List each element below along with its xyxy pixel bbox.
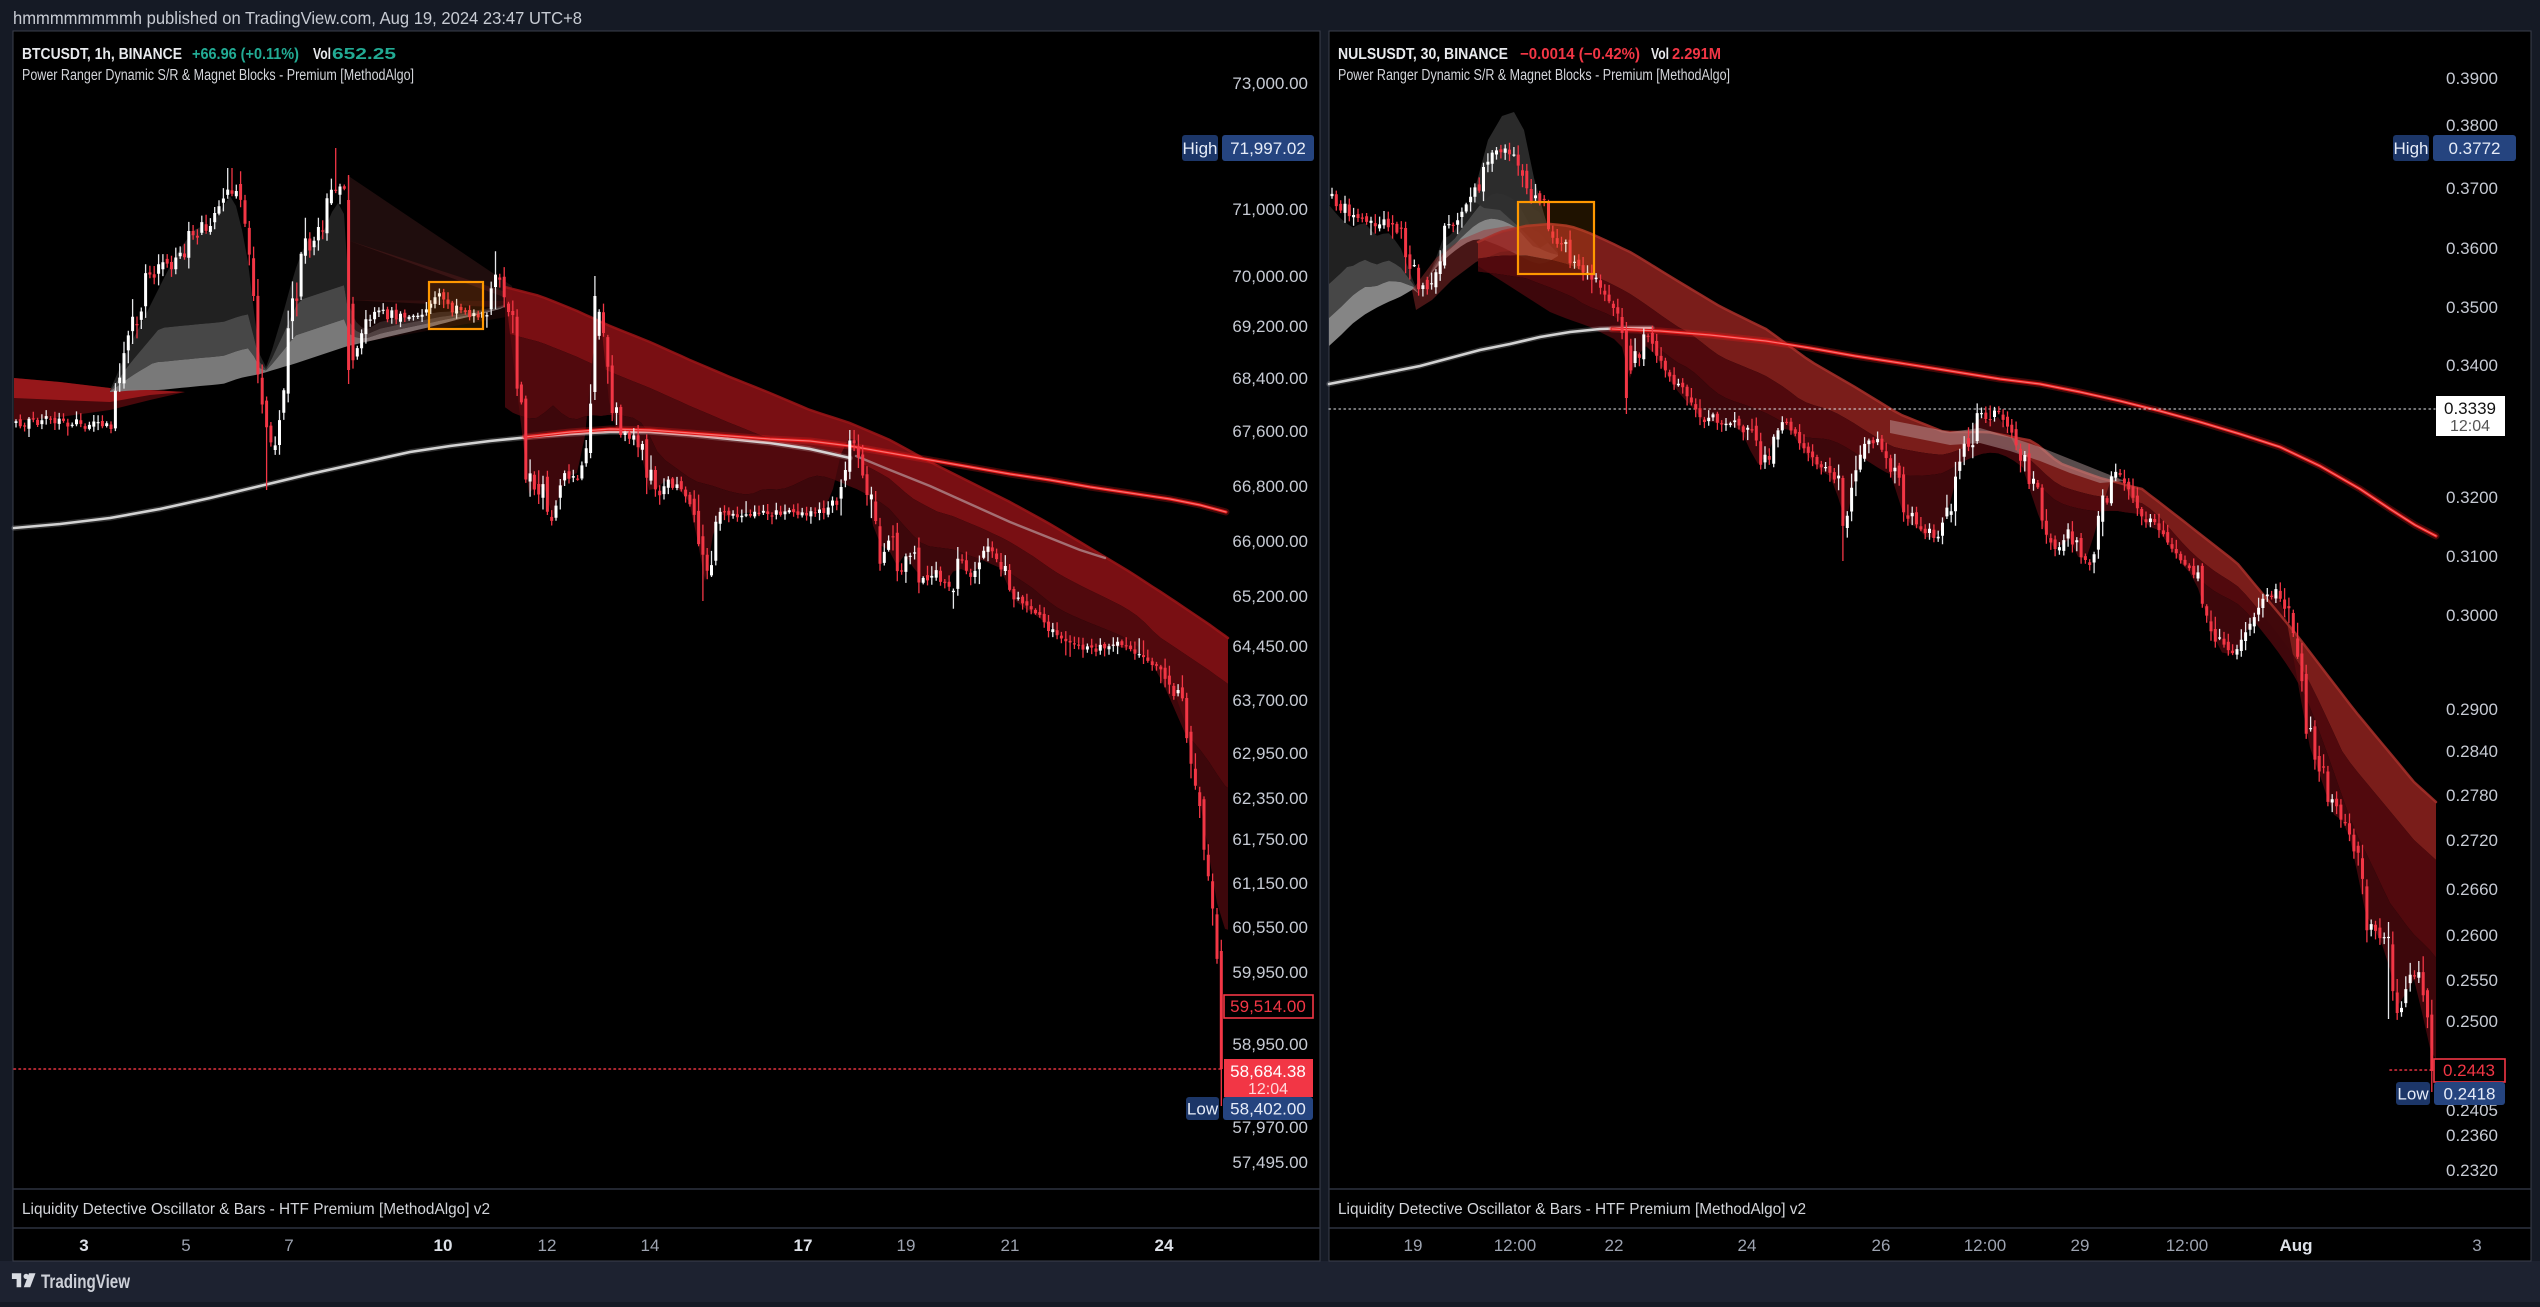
svg-text:0.3700: 0.3700	[2446, 179, 2498, 198]
svg-text:68,400.00: 68,400.00	[1232, 369, 1308, 388]
svg-text:24: 24	[1738, 1236, 1757, 1255]
svg-text:5: 5	[181, 1236, 190, 1255]
svg-text:Vol: Vol	[1651, 46, 1669, 63]
svg-text:17: 17	[794, 1236, 813, 1255]
svg-text:70,000.00: 70,000.00	[1232, 267, 1308, 286]
svg-text:0.3500: 0.3500	[2446, 298, 2498, 317]
svg-text:12:00: 12:00	[1964, 1236, 2007, 1255]
svg-text:652.25: 652.25	[332, 46, 396, 63]
svg-text:Power Ranger Dynamic S/R & Mag: Power Ranger Dynamic S/R & Magnet Blocks…	[1338, 67, 1730, 84]
svg-text:High: High	[1183, 139, 1218, 158]
svg-text:Aug: Aug	[2279, 1236, 2312, 1255]
svg-text:+66.96 (+0.11%): +66.96 (+0.11%)	[192, 46, 299, 63]
svg-text:0.3100: 0.3100	[2446, 547, 2498, 566]
svg-text:58,402.00: 58,402.00	[1230, 1100, 1306, 1119]
svg-text:0.3400: 0.3400	[2446, 356, 2498, 375]
svg-text:71,997.02: 71,997.02	[1230, 139, 1306, 158]
svg-text:0.2550: 0.2550	[2446, 971, 2498, 990]
svg-text:12:00: 12:00	[1494, 1236, 1537, 1255]
svg-text:0.2780: 0.2780	[2446, 786, 2498, 805]
svg-text:67,600.00: 67,600.00	[1232, 422, 1308, 441]
svg-text:61,750.00: 61,750.00	[1232, 830, 1308, 849]
svg-text:59,514.00: 59,514.00	[1230, 997, 1306, 1016]
svg-text:0.3000: 0.3000	[2446, 606, 2498, 625]
svg-text:57,970.00: 57,970.00	[1232, 1118, 1308, 1137]
svg-text:22: 22	[1605, 1236, 1624, 1255]
svg-text:0.2660: 0.2660	[2446, 880, 2498, 899]
svg-text:3: 3	[79, 1236, 88, 1255]
svg-text:0.2405: 0.2405	[2446, 1101, 2498, 1120]
svg-text:66,800.00: 66,800.00	[1232, 477, 1308, 496]
svg-text:58,684.38: 58,684.38	[1230, 1062, 1306, 1081]
svg-text:0.2320: 0.2320	[2446, 1161, 2498, 1180]
svg-text:58,950.00: 58,950.00	[1232, 1035, 1308, 1054]
svg-text:hmmmmmmmmh published on Tradin: hmmmmmmmmh published on TradingView.com,…	[13, 8, 582, 28]
svg-text:0.2720: 0.2720	[2446, 831, 2498, 850]
svg-text:62,350.00: 62,350.00	[1232, 789, 1308, 808]
svg-text:Liquidity Detective Oscillator: Liquidity Detective Oscillator & Bars - …	[22, 1201, 490, 1218]
svg-text:0.2900: 0.2900	[2446, 700, 2498, 719]
svg-text:Liquidity Detective Oscillator: Liquidity Detective Oscillator & Bars - …	[1338, 1201, 1806, 1218]
svg-text:66,000.00: 66,000.00	[1232, 532, 1308, 551]
svg-text:Low: Low	[2397, 1085, 2429, 1104]
svg-text:0.2418: 0.2418	[2444, 1085, 2496, 1104]
svg-text:Power Ranger Dynamic S/R & Mag: Power Ranger Dynamic S/R & Magnet Blocks…	[22, 67, 414, 84]
svg-text:0.3800: 0.3800	[2446, 116, 2498, 135]
svg-text:57,495.00: 57,495.00	[1232, 1153, 1308, 1172]
svg-text:63,700.00: 63,700.00	[1232, 691, 1308, 710]
svg-text:62,950.00: 62,950.00	[1232, 744, 1308, 763]
svg-text:0.3772: 0.3772	[2449, 139, 2501, 158]
svg-text:0.2443: 0.2443	[2443, 1061, 2495, 1080]
svg-text:BTCUSDT, 1h, BINANCE: BTCUSDT, 1h, BINANCE	[22, 46, 182, 63]
svg-text:High: High	[2394, 139, 2429, 158]
svg-text:0.3900: 0.3900	[2446, 69, 2498, 88]
svg-text:7: 7	[284, 1236, 293, 1255]
svg-text:0.3200: 0.3200	[2446, 488, 2498, 507]
svg-text:24: 24	[1155, 1236, 1174, 1255]
svg-text:Low: Low	[1187, 1100, 1219, 1119]
svg-text:0.2360: 0.2360	[2446, 1126, 2498, 1145]
svg-text:10: 10	[434, 1236, 453, 1255]
svg-text:12:04: 12:04	[2450, 418, 2490, 435]
svg-text:0.3339: 0.3339	[2444, 399, 2496, 418]
svg-text:64,450.00: 64,450.00	[1232, 637, 1308, 656]
svg-text:3: 3	[2472, 1236, 2481, 1255]
svg-text:2.291M: 2.291M	[1672, 46, 1721, 63]
svg-text:60,550.00: 60,550.00	[1232, 918, 1308, 937]
svg-text:Vol: Vol	[313, 46, 331, 63]
svg-text:19: 19	[897, 1236, 916, 1255]
svg-text:14: 14	[641, 1236, 660, 1255]
svg-text:12:04: 12:04	[1248, 1081, 1288, 1098]
svg-text:12: 12	[538, 1236, 557, 1255]
svg-text:12:00: 12:00	[2166, 1236, 2209, 1255]
svg-text:69,200.00: 69,200.00	[1232, 317, 1308, 336]
svg-text:61,150.00: 61,150.00	[1232, 874, 1308, 893]
svg-text:19: 19	[1404, 1236, 1423, 1255]
svg-text:0.3600: 0.3600	[2446, 239, 2498, 258]
svg-text:0.2500: 0.2500	[2446, 1012, 2498, 1031]
svg-text:73,000.00: 73,000.00	[1232, 74, 1308, 93]
svg-text:59,950.00: 59,950.00	[1232, 963, 1308, 982]
svg-text:−0.0014 (−0.42%): −0.0014 (−0.42%)	[1520, 46, 1640, 63]
svg-text:26: 26	[1872, 1236, 1891, 1255]
svg-text:0.2600: 0.2600	[2446, 926, 2498, 945]
svg-text:NULSUSDT, 30, BINANCE: NULSUSDT, 30, BINANCE	[1338, 46, 1508, 63]
svg-text:29: 29	[2071, 1236, 2090, 1255]
svg-text:71,000.00: 71,000.00	[1232, 200, 1308, 219]
svg-text:21: 21	[1001, 1236, 1020, 1255]
svg-text:65,200.00: 65,200.00	[1232, 587, 1308, 606]
svg-text:0.2840: 0.2840	[2446, 742, 2498, 761]
svg-text:TradingView: TradingView	[41, 1272, 130, 1293]
